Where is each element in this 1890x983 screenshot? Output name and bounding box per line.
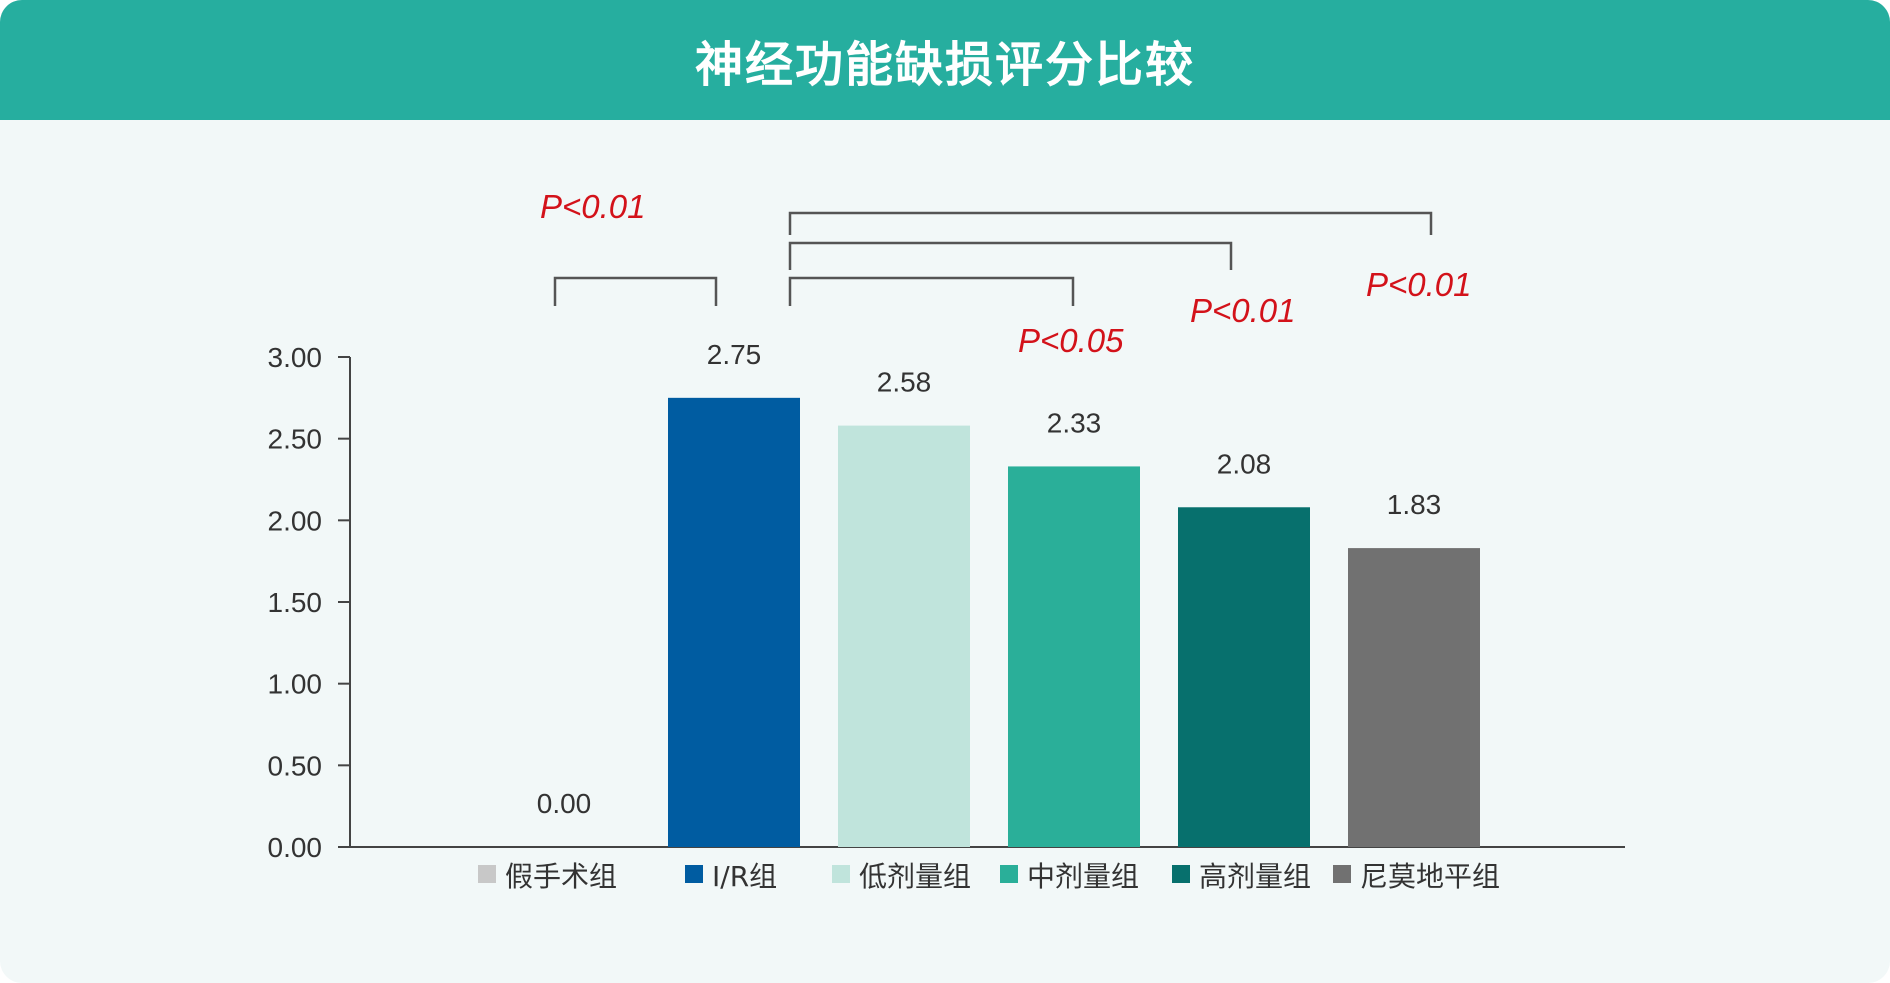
legend-label: 低剂量组 xyxy=(859,860,971,893)
significance-bracket xyxy=(788,276,1075,306)
p-value-label: P<0.01 xyxy=(1366,266,1472,303)
p-value-label: P<0.01 xyxy=(1190,292,1296,329)
y-tick-label: 3.00 xyxy=(268,342,323,373)
y-tick-label: 2.00 xyxy=(268,505,323,536)
data-label: 2.75 xyxy=(707,339,762,370)
legend-swatch xyxy=(1172,865,1190,883)
legend-swatch xyxy=(1333,865,1351,883)
legend-label: 假手术组 xyxy=(505,860,617,893)
legend-swatch xyxy=(478,865,496,883)
significance-bracket xyxy=(788,211,1433,235)
y-tick-label: 2.50 xyxy=(268,424,323,455)
legend-label: I/R组 xyxy=(712,860,777,893)
significance-bracket xyxy=(788,241,1233,270)
title-bar: 神经功能缺损评分比较 xyxy=(0,0,1890,120)
data-label: 2.33 xyxy=(1047,407,1102,438)
data-label: 1.83 xyxy=(1387,489,1442,520)
data-label: 2.58 xyxy=(877,367,932,398)
y-tick-label: 1.00 xyxy=(268,669,323,700)
legend-swatch xyxy=(832,865,850,883)
y-tick-label: 0.50 xyxy=(268,750,323,781)
legend-label: 高剂量组 xyxy=(1199,860,1311,893)
significance-bracket xyxy=(553,276,718,306)
bar xyxy=(1178,507,1310,847)
legend-swatch xyxy=(685,865,703,883)
p-value-label: P<0.05 xyxy=(1018,322,1124,359)
legend-label: 中剂量组 xyxy=(1027,860,1139,893)
legend-label: 尼莫地平组 xyxy=(1360,860,1500,893)
bar xyxy=(1008,466,1140,847)
data-label: 0.00 xyxy=(537,788,592,819)
y-tick-label: 1.50 xyxy=(268,587,323,618)
bar xyxy=(838,425,970,847)
bar xyxy=(1348,548,1480,847)
bar xyxy=(668,397,800,847)
p-value-label: P<0.01 xyxy=(540,188,646,225)
y-tick-label: 0.00 xyxy=(268,832,323,863)
data-label: 2.08 xyxy=(1217,448,1272,479)
chart-title: 神经功能缺损评分比较 xyxy=(694,37,1195,93)
legend-swatch xyxy=(1000,865,1018,883)
